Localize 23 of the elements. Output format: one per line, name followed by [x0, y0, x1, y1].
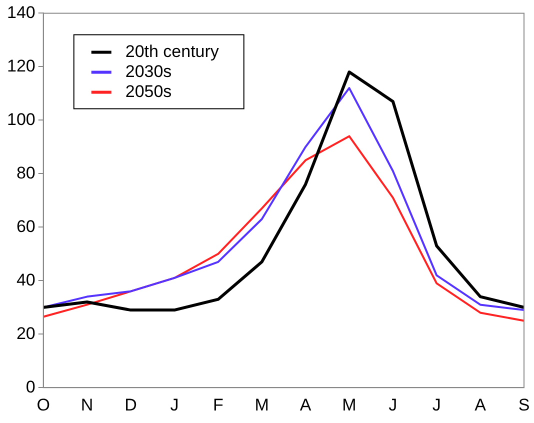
x-tick-label: M	[254, 395, 269, 414]
y-tick-label: 40	[16, 270, 36, 290]
legend-label: 2050s	[125, 82, 172, 101]
y-tick-label: 0	[26, 377, 36, 396]
y-tick-label: 80	[16, 163, 36, 182]
x-tick-label: J	[388, 395, 398, 414]
x-tick-label: A	[474, 395, 487, 414]
x-tick-label: A	[300, 395, 312, 414]
x-tick-label: F	[212, 395, 224, 414]
y-tick-label: 60	[16, 216, 36, 236]
y-tick-label: 20	[16, 324, 36, 343]
x-tick-label: N	[80, 395, 94, 414]
x-tick-label: J	[432, 395, 441, 414]
y-tick-label: 120	[6, 56, 36, 76]
x-tick-label: O	[36, 395, 50, 414]
x-tick-label: S	[518, 395, 530, 414]
y-tick-label: 140	[6, 2, 36, 22]
x-tick-label: D	[124, 395, 137, 414]
legend-label: 20th century	[125, 42, 220, 61]
x-tick-label: J	[170, 395, 179, 414]
legend-label: 2030s	[125, 62, 172, 81]
x-tick-label: M	[342, 395, 356, 414]
y-tick-label: 100	[6, 110, 36, 129]
